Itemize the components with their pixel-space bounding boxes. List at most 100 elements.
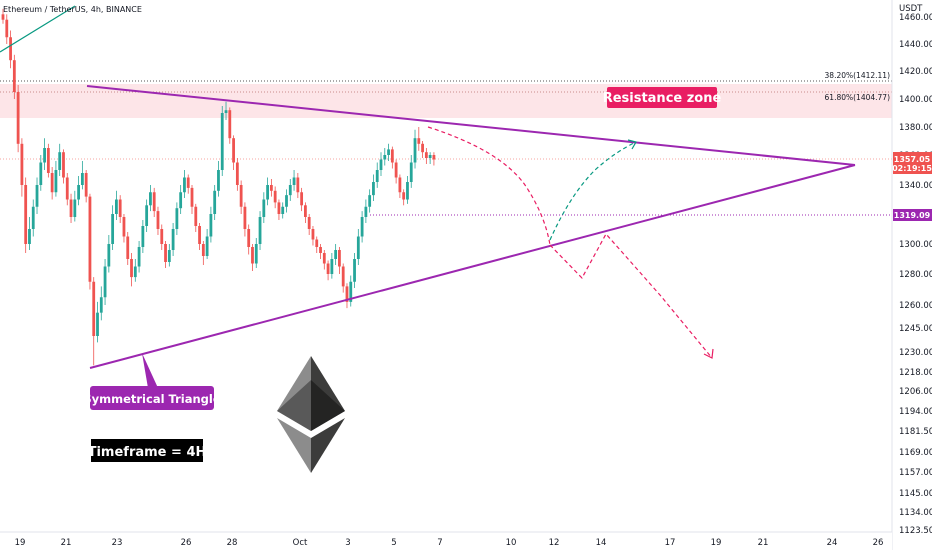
candle-body — [247, 229, 251, 247]
candle — [394, 159, 398, 184]
candle-body — [364, 206, 368, 217]
candle-body — [235, 162, 239, 185]
candle — [186, 174, 190, 194]
candle — [122, 214, 126, 243]
candle-body — [285, 195, 288, 207]
price-tick-label: 1230.00 — [899, 348, 932, 358]
candle — [54, 161, 58, 197]
candle-body — [54, 170, 58, 193]
candle-body — [334, 250, 338, 259]
candle-body — [356, 236, 360, 259]
candle — [251, 244, 254, 271]
time-tick-label: 28 — [227, 538, 238, 548]
symbol-title: Ethereum / TetherUS, 4h, BINANCE — [3, 5, 142, 14]
candle-body — [338, 250, 341, 267]
candle — [103, 259, 107, 305]
price-tick-label: 1134.00 — [899, 508, 932, 518]
candle — [349, 275, 353, 307]
candle — [383, 148, 387, 166]
candle-body — [353, 259, 356, 282]
candle — [183, 170, 186, 199]
candle-body — [92, 281, 96, 336]
price-axis-bg — [892, 0, 932, 550]
candle — [247, 224, 251, 255]
candle-body — [413, 138, 417, 163]
candle-body — [360, 217, 364, 237]
time-tick-label: 3 — [345, 538, 350, 548]
time-tick-label: 26 — [181, 538, 192, 548]
candle — [167, 244, 171, 267]
candle-body — [330, 259, 334, 274]
candle-body — [145, 205, 149, 226]
candle-body — [164, 244, 167, 262]
candle — [402, 189, 406, 206]
price-axis-ticks[interactable]: 1460.001440.001420.001400.001380.001360.… — [899, 13, 932, 536]
candle — [421, 141, 424, 158]
candle — [92, 277, 96, 366]
candle — [406, 176, 409, 204]
candle-body — [254, 244, 258, 264]
candle — [9, 30, 12, 69]
candle — [273, 186, 277, 209]
candle-body — [232, 138, 235, 163]
candle — [80, 161, 84, 190]
candle-body — [190, 187, 194, 207]
time-tick-label: 7 — [437, 538, 442, 548]
candle — [432, 152, 436, 166]
candle — [326, 260, 330, 281]
candle-body — [137, 247, 141, 267]
candle-body — [103, 266, 107, 298]
candle-body — [402, 192, 406, 200]
candle-body — [296, 177, 300, 193]
candle — [179, 185, 183, 214]
candle-body — [141, 226, 145, 247]
candle — [73, 190, 77, 222]
candle-body — [390, 149, 394, 163]
time-tick-label: 14 — [596, 538, 607, 548]
candle — [201, 241, 205, 265]
candle — [141, 220, 145, 253]
candle — [198, 223, 201, 250]
candle — [43, 138, 46, 170]
pattern-callout: Symmetrical Triangle — [83, 353, 221, 410]
candle — [409, 155, 413, 188]
candle-body — [16, 92, 20, 144]
candle-body — [417, 138, 421, 144]
candle-body — [24, 185, 28, 244]
candle-body — [43, 148, 46, 163]
candle — [156, 206, 160, 235]
candle-body — [383, 155, 387, 160]
candle — [28, 217, 31, 250]
candle — [292, 170, 296, 191]
candle-body — [99, 297, 103, 313]
candle — [269, 179, 273, 197]
candle — [171, 223, 175, 256]
time-tick-label: 10 — [506, 538, 517, 548]
candle — [164, 241, 167, 268]
candle-body — [269, 185, 273, 191]
candle-body — [31, 206, 35, 229]
candle-body — [220, 113, 224, 170]
price-tick-label: 1123.50 — [899, 526, 932, 536]
price-tick-label: 1440.00 — [899, 40, 932, 50]
ethereum-logo-icon — [277, 356, 345, 473]
candle-body — [345, 286, 349, 302]
candle — [364, 199, 368, 223]
time-axis-ticks[interactable]: 19 21 23 26 28 Oct 3 5 7 10 12 14 17 19 21 24 26 — [15, 538, 884, 548]
time-tick-label: 21 — [758, 538, 769, 548]
svg-text:02:19:15: 02:19:15 — [892, 164, 932, 173]
candle-body — [322, 253, 326, 264]
candle — [288, 179, 292, 201]
candle — [300, 187, 304, 212]
time-tick-label: 19 — [15, 538, 26, 548]
candle — [258, 211, 262, 250]
time-tick-label: 19 — [711, 538, 722, 548]
candle — [345, 283, 349, 309]
candle-body — [394, 162, 398, 178]
candle — [307, 214, 311, 235]
time-tick-label: 17 — [665, 538, 676, 548]
resistance-zone — [0, 84, 892, 118]
candle — [413, 129, 417, 169]
candle — [5, 14, 9, 44]
